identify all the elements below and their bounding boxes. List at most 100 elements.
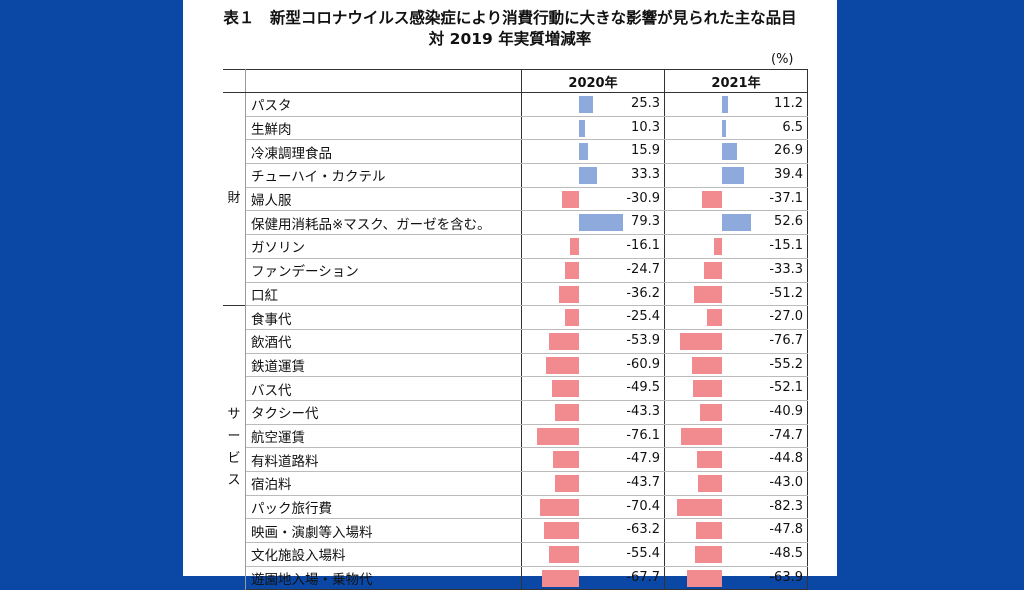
value-2021-cell: -82.3	[664, 495, 808, 520]
item-name: 飲酒代	[245, 329, 522, 354]
value-2020-cell: -36.2	[521, 282, 665, 307]
value-2021-bar	[703, 261, 722, 279]
table-row: チューハイ・カクテル 33.3 39.4	[223, 163, 808, 188]
value-2021-bar	[679, 332, 722, 350]
value-2020-bar	[554, 475, 579, 492]
value-2021-bar	[698, 475, 722, 492]
table-row: 有料道路料 -47.9 -44.8	[223, 447, 808, 472]
table-row: 口紅 -36.2 -51.2	[223, 282, 808, 307]
value-2020-bar	[548, 546, 579, 564]
value-2021-label: 11.2	[774, 96, 803, 111]
value-2020-bar	[579, 167, 598, 185]
table-row: 鉄道運賃 -60.9 -55.2	[223, 353, 808, 378]
item-name: 映画・演劇等入場料	[245, 518, 522, 544]
value-2021-label: 26.9	[774, 143, 803, 159]
value-2021-bar	[691, 356, 722, 374]
value-2020-bar	[562, 190, 579, 208]
table-row: 宿泊料 -43.7 -43.0	[223, 471, 808, 496]
value-2021-label: -15.1	[769, 238, 803, 254]
item-name: 航空運賃	[245, 424, 522, 449]
value-2021-label: -52.1	[769, 380, 803, 396]
value-2020-label: -30.9	[626, 190, 660, 206]
value-2021-cell: -33.3	[664, 258, 808, 283]
value-2020-cell: -25.4	[521, 305, 665, 330]
header-name-cell	[245, 69, 522, 93]
table-row: 遊園地入場・乗物代 -67.7 -63.9	[223, 566, 808, 590]
value-2020-bar	[559, 285, 579, 303]
item-name: 婦人服	[245, 187, 522, 212]
value-2021-label: -40.9	[769, 403, 803, 419]
value-2020-cell: 10.3	[521, 116, 665, 141]
item-name: バス代	[245, 376, 522, 401]
value-2021-label: -33.3	[769, 261, 803, 277]
value-2020-bar	[570, 238, 579, 256]
value-2021-label: -63.9	[769, 569, 803, 585]
item-name: 口紅	[245, 282, 522, 307]
value-2021-label: -48.5	[769, 546, 803, 562]
value-2021-cell: 11.2	[664, 92, 808, 117]
value-2021-bar	[699, 403, 722, 421]
item-name: 鉄道運賃	[245, 353, 522, 378]
table-row: 冷凍調理食品 15.9 26.9	[223, 139, 808, 165]
data-table: 2020年 2021年 財 パスタ 25.3 11.2 生鮮肉 10.3 6.5 冷凍調理食品…	[223, 69, 808, 590]
value-2020-bar	[579, 96, 593, 113]
value-2020-cell: 79.3	[521, 210, 665, 236]
value-2020-cell: -16.1	[521, 234, 665, 259]
value-2020-cell: -63.2	[521, 518, 665, 544]
value-2021-bar	[707, 309, 722, 327]
value-2020-bar	[537, 427, 579, 445]
value-2020-bar	[565, 261, 579, 279]
value-2020-cell: -47.9	[521, 447, 665, 472]
value-2020-cell: -70.4	[521, 495, 665, 520]
value-2021-label: -51.2	[769, 285, 803, 301]
header-2021: 2021年	[664, 69, 808, 93]
value-2021-label: -74.7	[769, 427, 803, 443]
group-label-cell: サービス	[223, 305, 246, 590]
item-name: 遊園地入場・乗物代	[245, 566, 522, 590]
value-2021-label: -43.0	[769, 475, 803, 490]
value-2020-bar	[541, 569, 579, 587]
value-2021-cell: -44.8	[664, 447, 808, 472]
value-2021-bar	[693, 380, 722, 398]
value-2021-bar	[722, 119, 726, 137]
value-2020-label: -36.2	[626, 285, 660, 301]
item-name: チューハイ・カクテル	[245, 163, 522, 188]
value-2020-label: 79.3	[631, 214, 660, 230]
value-2021-cell: -48.5	[664, 542, 808, 567]
table-row: バス代 -49.5 -52.1	[223, 376, 808, 401]
value-2020-bar	[549, 332, 579, 350]
value-2021-bar	[722, 96, 729, 113]
value-2021-bar	[676, 498, 722, 516]
value-2021-cell: -51.2	[664, 282, 808, 307]
value-2021-label: -82.3	[769, 498, 803, 514]
value-2021-label: -76.7	[769, 332, 803, 348]
value-2020-bar	[545, 356, 579, 374]
value-2020-cell: -24.7	[521, 258, 665, 283]
header-row: 2020年 2021年	[223, 69, 808, 93]
value-2020-label: 33.3	[631, 167, 660, 183]
value-2021-cell: -43.0	[664, 471, 808, 496]
value-2021-bar	[693, 285, 722, 303]
unit-label: (%)	[771, 52, 794, 67]
value-2021-label: 6.5	[782, 119, 803, 135]
value-2020-label: -43.7	[626, 475, 660, 490]
header-group-cell	[223, 69, 246, 93]
value-2021-bar	[713, 238, 722, 256]
value-2020-cell: -67.7	[521, 566, 665, 590]
table-row: 生鮮肉 10.3 6.5	[223, 116, 808, 141]
table-row: パック旅行費 -70.4 -82.3	[223, 495, 808, 520]
value-2021-cell: -40.9	[664, 400, 808, 425]
value-2020-cell: -30.9	[521, 187, 665, 212]
value-2021-label: 39.4	[774, 167, 803, 183]
value-2020-cell: -55.4	[521, 542, 665, 567]
value-2021-bar	[722, 214, 751, 232]
item-name: 文化施設入場料	[245, 542, 522, 567]
value-2020-cell: 15.9	[521, 139, 665, 165]
value-2020-label: -24.7	[626, 261, 660, 277]
value-2021-label: -47.8	[769, 522, 803, 538]
item-name: ファンデーション	[245, 258, 522, 283]
group-label-cell: 財	[223, 92, 246, 306]
value-2021-bar	[701, 190, 722, 208]
table-row: 財 パスタ 25.3 11.2	[223, 92, 808, 306]
value-2021-label: 52.6	[774, 214, 803, 230]
